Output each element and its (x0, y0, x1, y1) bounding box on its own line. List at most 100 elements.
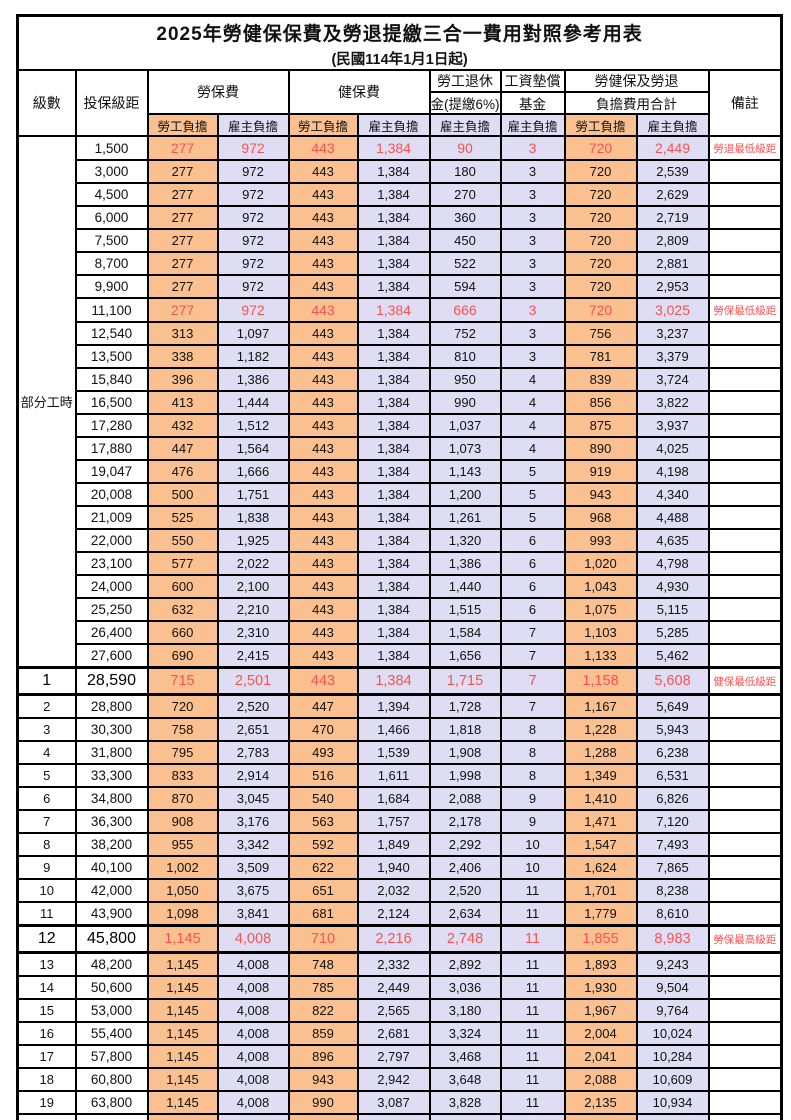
cell-pension: 1,386 (428, 551, 502, 576)
cell-hi-er: 1,940 (356, 855, 431, 880)
cell-tot-er: 2,539 (635, 159, 710, 184)
cell-pension: 450 (428, 228, 502, 253)
cell-remark (707, 1044, 783, 1069)
cell-tot-emp: 1,167 (563, 693, 638, 719)
cell-tot-emp: 1,133 (563, 643, 638, 669)
cell-li-er: 3,176 (216, 809, 290, 834)
table-row: 部分工時 1,500 277 972 443 1,384 90 3 720 2,449 勞退最低級距 (16, 135, 783, 669)
cell-hi-emp: 622 (287, 855, 359, 880)
table-row: 17,880 447 1,564 443 1,384 1,073 4 890 4,025 (18, 436, 783, 461)
col-header-health-insurance: 健保費 (287, 69, 431, 115)
table-row: 13,500 338 1,182 443 1,384 810 3 781 3,379 (18, 344, 783, 369)
cell-li-er: 4,008 (216, 998, 290, 1023)
cell-hi-emp: 443 (287, 321, 359, 346)
cell-wage-fund: 10 (499, 855, 566, 880)
cell-bracket: 15,840 (74, 367, 149, 392)
cell-li-emp: 476 (146, 459, 219, 484)
cell-wage-fund: 8 (499, 717, 566, 742)
cell-hi-emp: 822 (287, 998, 359, 1023)
cell-hi-emp: 443 (287, 367, 359, 392)
cell-pension: 990 (428, 390, 502, 415)
cell-tot-er: 5,943 (635, 717, 710, 742)
cell-hi-emp: 443 (287, 528, 359, 553)
cell-tot-emp: 1,228 (563, 717, 638, 742)
cell-remark (707, 321, 783, 346)
cell-tot-emp: 1,020 (563, 551, 638, 576)
table-row: 11 43,900 1,098 3,841 681 2,124 2,634 11 1,779 8,… (16, 901, 783, 927)
cell-bracket: 22,000 (74, 528, 149, 553)
cell-wage-fund: 7 (499, 643, 566, 669)
cell-li-er: 2,501 (216, 666, 290, 696)
cell-pension: 1,200 (428, 482, 502, 507)
cell-wage-fund: 6 (499, 528, 566, 553)
cell-li-emp: 795 (146, 740, 219, 765)
cell-tot-emp: 943 (563, 482, 638, 507)
cell-pension: 1,584 (428, 620, 502, 645)
cell-li-er: 972 (216, 297, 290, 323)
cell-remark (707, 551, 783, 576)
cell-bracket: 24,000 (74, 574, 149, 599)
table-row: 24,000 600 2,100 443 1,384 1,440 6 1,043 4,930 (18, 574, 783, 599)
cell-remark: 勞保最低級距 (707, 297, 783, 323)
cell-pension: 594 (428, 274, 502, 299)
cell-bracket: 17,280 (74, 413, 149, 438)
cell-level: 19 (16, 1090, 77, 1115)
cell-pension: 1,037 (428, 413, 502, 438)
table-row: 19,047 476 1,666 443 1,384 1,143 5 919 4,198 (18, 459, 783, 484)
cell-hi-emp: 896 (287, 1044, 359, 1069)
cell-tot-emp: 1,471 (563, 809, 638, 834)
cell-li-emp: 277 (146, 251, 219, 276)
cell-pension: 2,520 (428, 878, 502, 903)
cell-li-er: 1,751 (216, 482, 290, 507)
cell-hi-emp: 493 (287, 740, 359, 765)
cell-li-emp: 396 (146, 367, 219, 392)
cell-level: 6 (16, 786, 77, 811)
cell-pension: 1,320 (428, 528, 502, 553)
cell-bracket: 13,500 (74, 344, 149, 369)
cell-li-emp: 277 (146, 228, 219, 253)
cell-li-er: 1,444 (216, 390, 290, 415)
cell-level: 17 (16, 1044, 77, 1069)
col-header-total-line1: 勞健保及勞退 (563, 69, 710, 93)
table-row: 6 34,800 870 3,045 540 1,684 2,088 9 1,410 6,826 (16, 786, 783, 811)
cell-li-er: 2,310 (216, 620, 290, 645)
subheader-wage-fund-employer: 雇主負擔 (499, 113, 566, 137)
cell-li-emp: 690 (146, 643, 219, 669)
col-header-wage-fund-line1: 工資墊償 (499, 69, 566, 93)
cell-remark (707, 159, 783, 184)
cell-li-emp: 1,145 (146, 951, 219, 977)
cell-tot-er: 4,025 (635, 436, 710, 461)
cell-tot-er: 4,198 (635, 459, 710, 484)
cell-bracket: 55,400 (74, 1021, 149, 1046)
cell-li-er: 972 (216, 182, 290, 207)
cell-hi-er: 1,384 (356, 390, 431, 415)
cell-wage-fund: 11 (499, 1021, 566, 1046)
cell-wage-fund: 6 (499, 551, 566, 576)
cell-remark (707, 251, 783, 276)
cell-pension: 1,818 (428, 717, 502, 742)
subtitle-row: (民國114年1月1日起) (16, 47, 783, 71)
cell-hi-emp: 443 (287, 574, 359, 599)
cell-remark (707, 205, 783, 230)
cell-li-er: 2,210 (216, 597, 290, 622)
cell-wage-fund: 7 (499, 693, 566, 719)
cell-hi-emp: 990 (287, 1090, 359, 1115)
cell-wage-fund: 3 (499, 205, 566, 230)
cell-li-emp: 1,145 (146, 1021, 219, 1046)
cell-wage-fund: 3 (499, 135, 566, 161)
cell-tot-er: 8,238 (635, 878, 710, 903)
cell-li-emp: 720 (146, 693, 219, 719)
cell-hi-er: 1,466 (356, 717, 431, 742)
table-row: 18 60,800 1,145 4,008 943 2,942 3,648 11 2,088 10… (16, 1067, 783, 1092)
cell-level: 8 (16, 832, 77, 857)
cell-hi-er: 1,384 (356, 297, 431, 323)
col-header-pension-line2: 金(提繳6%) (428, 91, 502, 115)
cell-bracket: 34,800 (74, 786, 149, 811)
cell-hi-er: 1,384 (356, 344, 431, 369)
cell-tot-er: 9,764 (635, 998, 710, 1023)
cell-bracket: 20,008 (74, 482, 149, 507)
cell-li-er: 1,838 (216, 505, 290, 530)
cell-tot-er: 3,025 (635, 297, 710, 323)
cell-bracket: 31,800 (74, 740, 149, 765)
